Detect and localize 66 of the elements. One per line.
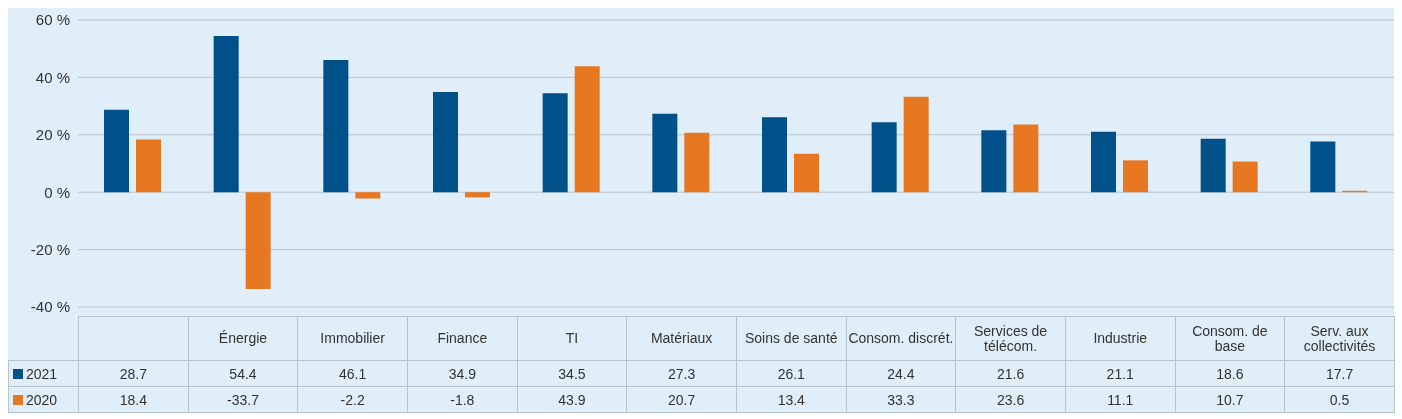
bar — [245, 192, 271, 289]
bar — [542, 93, 568, 193]
bar — [903, 96, 929, 193]
x-tick-label: TI — [517, 316, 627, 361]
y-tick-label: 20 % — [35, 126, 70, 144]
data-label: 34.9 — [407, 360, 518, 387]
x-tick-label: Soins de santé — [736, 316, 847, 361]
y-tick-label: 60 % — [35, 11, 70, 29]
bar — [794, 153, 819, 193]
bar — [1310, 141, 1336, 193]
bar — [1013, 124, 1039, 193]
bar — [136, 139, 161, 193]
bar — [465, 192, 490, 198]
x-tick-label: Services de télécom. — [955, 316, 1066, 361]
data-label: 21.6 — [955, 360, 1066, 387]
data-label: 11.1 — [1065, 386, 1176, 413]
data-label: 33.3 — [846, 386, 956, 413]
y-tick-label: 40 % — [35, 68, 70, 86]
data-label: 13.4 — [736, 386, 847, 413]
x-tick-label: Consom. discrét. — [846, 316, 956, 361]
bar — [574, 66, 600, 193]
y-tick-label: -20 % — [30, 240, 70, 258]
bar — [1091, 131, 1116, 193]
bar — [213, 36, 239, 193]
x-tick-label: Immobilier — [297, 316, 408, 361]
bar — [684, 132, 710, 193]
legend-label: 2021 — [8, 360, 79, 387]
bar — [104, 109, 129, 193]
data-label: 27.3 — [626, 360, 737, 387]
data-label: 43.9 — [517, 386, 627, 413]
x-tick-label: Énergie — [188, 316, 298, 361]
legend-label: 2020 — [8, 386, 79, 413]
x-tick-label: Matériaux — [626, 316, 737, 361]
bar — [1232, 161, 1258, 193]
data-label: 23.6 — [955, 386, 1066, 413]
data-label: 10.7 — [1175, 386, 1285, 413]
x-tick-label: Finance — [407, 316, 518, 361]
data-label: 21.1 — [1065, 360, 1176, 387]
data-label: 18.6 — [1175, 360, 1285, 387]
bar — [981, 130, 1007, 193]
data-label: -2.2 — [297, 386, 408, 413]
bar — [355, 192, 381, 199]
x-tick-label: Serv. aux collectivités — [1284, 316, 1395, 361]
data-label: 26.1 — [736, 360, 847, 387]
data-label: 46.1 — [297, 360, 408, 387]
data-label: 54.4 — [188, 360, 298, 387]
bar — [1200, 138, 1226, 193]
data-label: 28.7 — [78, 360, 189, 387]
data-label: 20.7 — [626, 386, 737, 413]
data-label: 24.4 — [846, 360, 956, 387]
bar — [433, 92, 458, 193]
bar — [871, 122, 897, 193]
x-tick-label: Consom. de base — [1175, 316, 1285, 361]
data-label: -1.8 — [407, 386, 518, 413]
y-tick-label: 0 % — [44, 183, 70, 201]
data-label: 18.4 — [78, 386, 189, 413]
bar — [652, 113, 678, 193]
data-label: 17.7 — [1284, 360, 1395, 387]
bar — [762, 117, 787, 193]
bar — [1123, 160, 1148, 193]
data-label: 34.5 — [517, 360, 627, 387]
x-tick-label: Industrie — [1065, 316, 1176, 361]
data-label: 0.5 — [1284, 386, 1395, 413]
data-label: -33.7 — [188, 386, 298, 413]
bar — [323, 59, 349, 193]
y-tick-label: -40 % — [30, 298, 70, 316]
